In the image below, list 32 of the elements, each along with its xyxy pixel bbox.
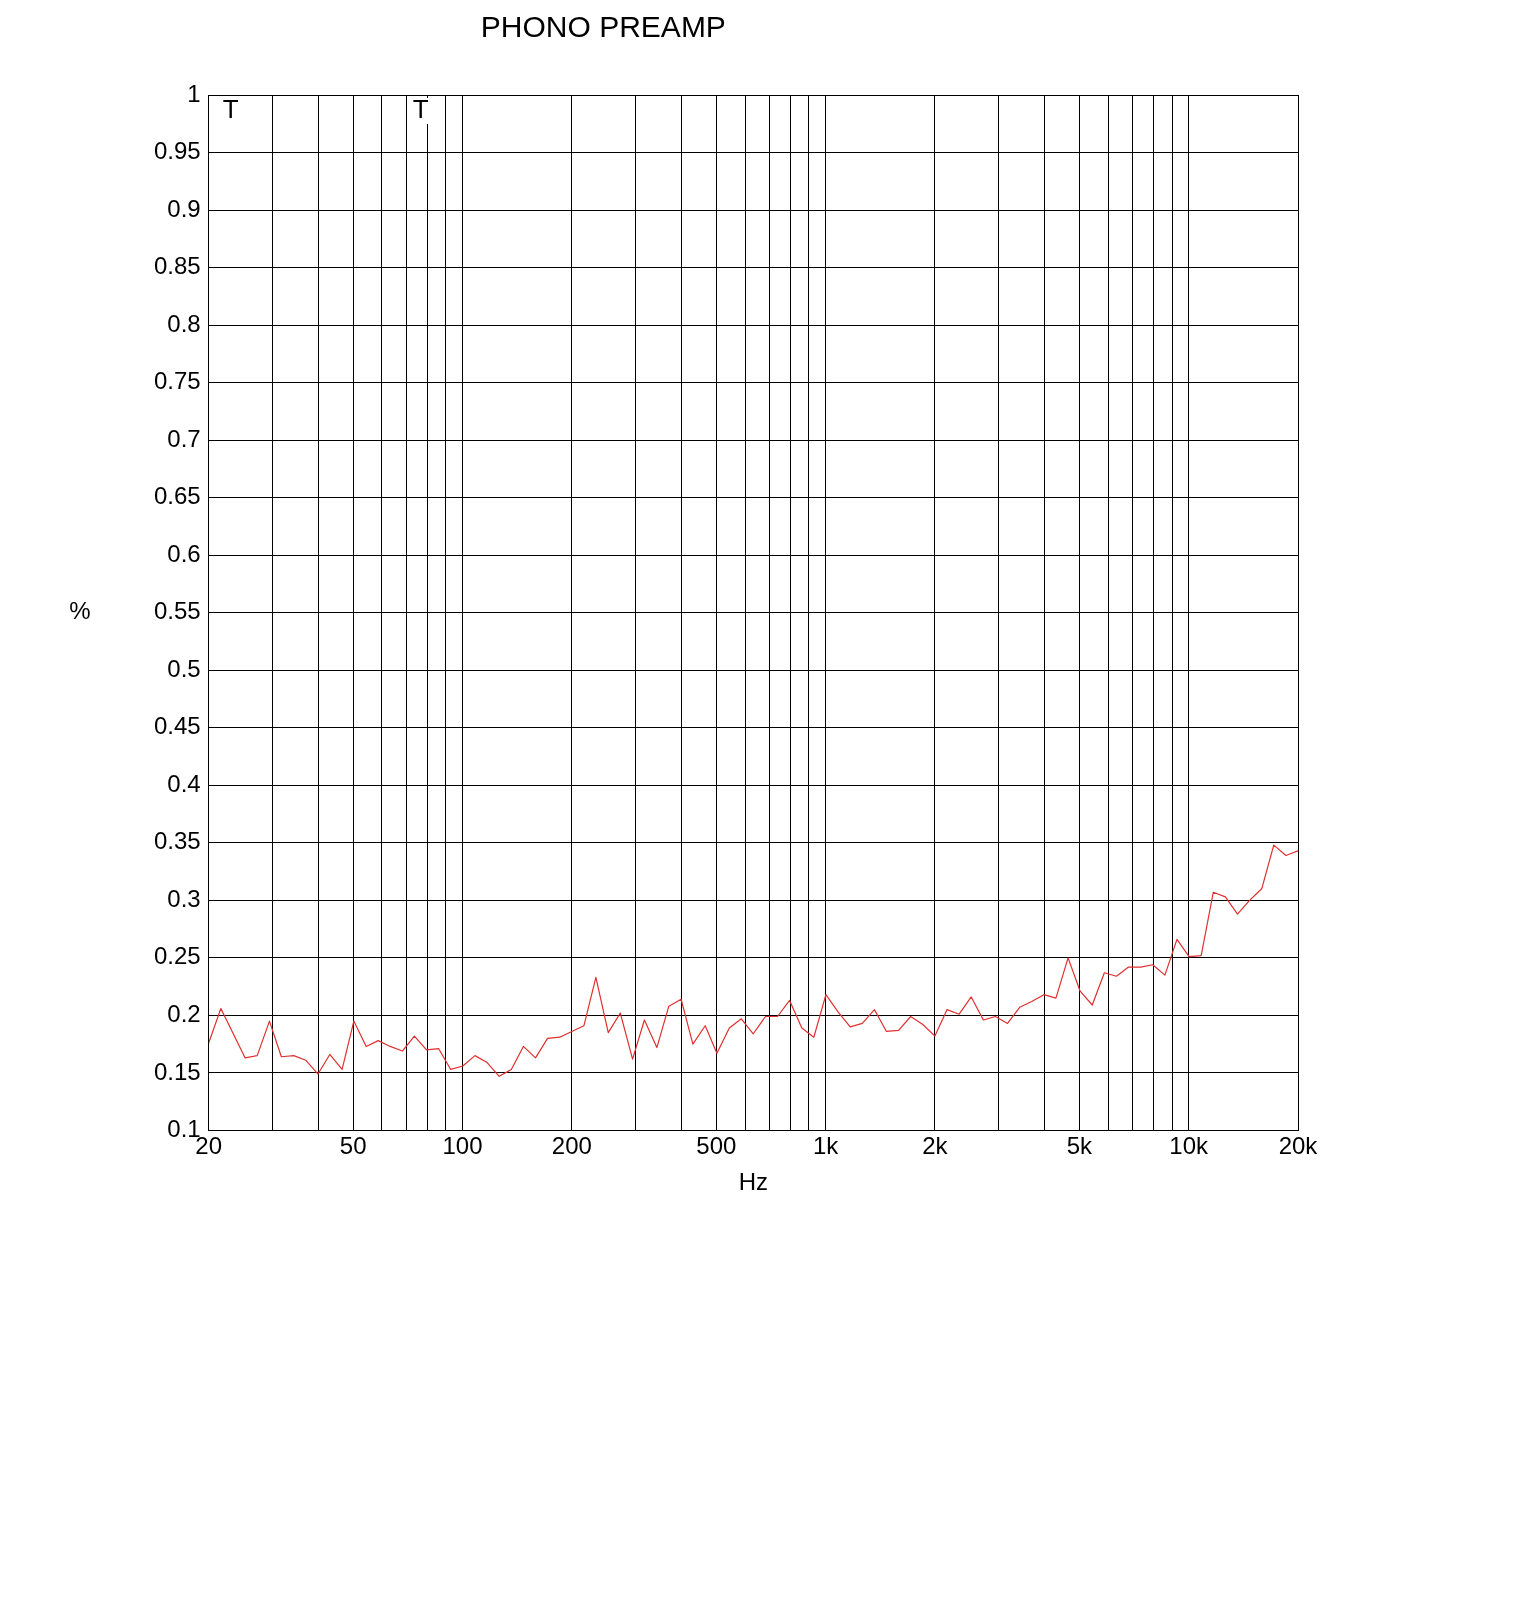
x-tick-label: 500 [696, 1132, 737, 1160]
x-tick-label: 5k [1066, 1132, 1094, 1160]
x-axis-title: Hz [738, 1168, 769, 1196]
chart-title: PHONO PREAMP [480, 10, 726, 44]
y-tick-label: 0.45 [153, 712, 201, 740]
x-tick-label: 2k [922, 1132, 949, 1160]
annotation: T [222, 94, 239, 125]
y-tick-label: 0.75 [153, 367, 201, 395]
y-tick-label: 0.65 [153, 482, 201, 510]
y-axis-title: % [69, 597, 91, 625]
x-tick-label: 100 [442, 1132, 483, 1160]
y-tick-label: 0.2 [167, 999, 201, 1027]
x-tick-label: 200 [551, 1132, 592, 1160]
y-tick-label: 0.8 [167, 309, 201, 337]
x-tick-label: 50 [339, 1132, 367, 1160]
y-tick-label: 0.35 [153, 827, 201, 855]
annotation: T [412, 94, 429, 125]
y-tick-label: 0.85 [153, 252, 201, 280]
y-tick-label: 1 [187, 79, 201, 107]
y-tick-label: 0.3 [167, 884, 201, 912]
y-tick-label: 0.55 [153, 597, 201, 625]
y-tick-label: 0.25 [153, 942, 201, 970]
y-tick-label: 0.4 [167, 769, 201, 797]
x-tick-label: 1k [812, 1132, 840, 1160]
y-tick-label: 0.6 [167, 539, 201, 567]
y-tick-label: 0.15 [153, 1057, 201, 1085]
x-tick-label: 20k [1278, 1132, 1319, 1160]
x-tick-label: 10k [1169, 1132, 1210, 1160]
y-tick-label: 0.95 [153, 137, 201, 165]
y-tick-label: 0.9 [167, 194, 201, 222]
y-tick-label: 0.7 [167, 424, 201, 452]
y-tick-label: 0.5 [167, 654, 201, 682]
